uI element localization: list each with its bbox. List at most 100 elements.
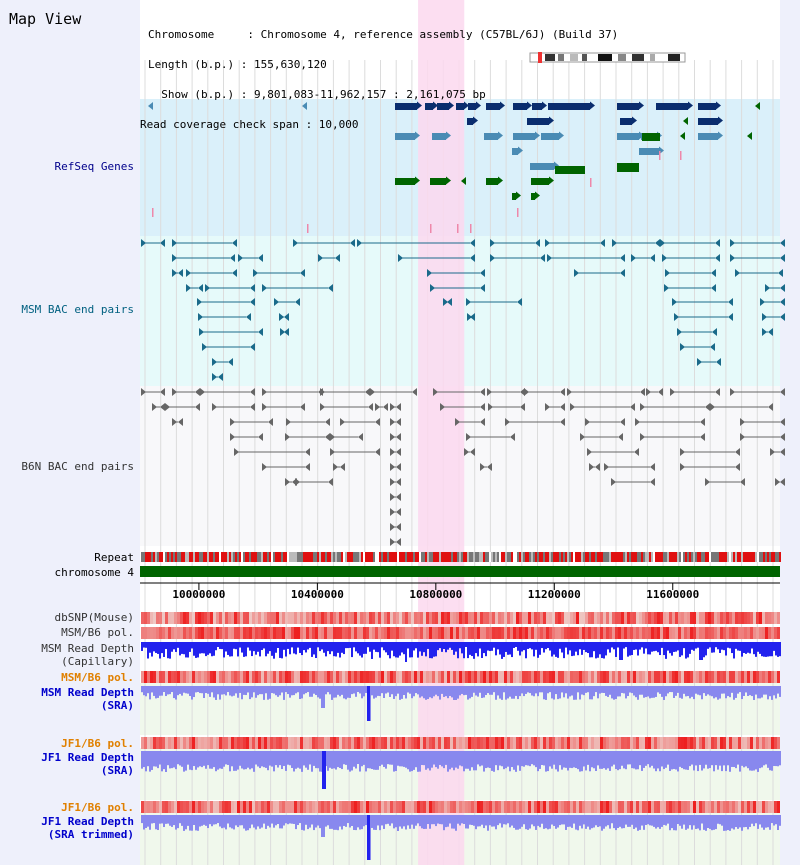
jf1-pol2-heat-cell [633,801,636,813]
msm-sra-depth-bar [335,686,337,698]
jf1-sra-depth-bar [187,751,189,765]
msm-cap-depth-bar [651,642,653,652]
msm-cap-depth-bar [249,642,251,651]
repeat-segment [163,552,165,562]
jf1-sra-depth-bar [345,751,347,765]
msm-sra-depth-bar [651,686,653,698]
dbsnp-heat-cell [624,612,627,624]
msm-pol-heat-cell [321,627,324,639]
jf1-pol-heat-cell [360,737,363,749]
repeat-segment [179,552,181,562]
repeat-segment [277,552,279,562]
repeat-segment [463,552,465,562]
msm-pol-heat-cell [552,627,555,639]
track-label-jf1-pol[interactable]: JF1/B6 pol. [61,737,134,750]
jf1-sra-depth-bar [457,751,459,769]
msm-pol-heat-cell [231,627,234,639]
track-label-jf1-depth-trim[interactable]: JF1 Read Depth [41,815,134,828]
dbsnp-heat-cell [765,612,768,624]
msm-cap-depth-bar [363,642,365,654]
msm-pol2-heat-cell [321,671,324,683]
jf1-sra-depth-bar [739,751,741,772]
msm-pol2-heat-cell [708,671,711,683]
msm-sra-depth-bar [355,686,357,697]
dbsnp-heat-cell [462,612,465,624]
msm-cap-depth-bar [237,642,239,657]
msm-pol-heat-cell [249,627,252,639]
jf1-pol2-heat-cell [441,801,444,813]
track-label-msm-bac[interactable]: MSM BAC end pairs [21,303,134,316]
track-label-repeat[interactable]: Repeat [94,551,134,564]
jf1-trim-depth-bar [547,815,549,830]
msm-pol-heat-cell [372,627,375,639]
msm-pol2-heat-cell [246,671,249,683]
msm-sra-depth-bar [599,686,601,694]
jf1-sra-depth-bar [459,751,461,766]
msm-pol-heat-cell [213,627,216,639]
jf1-pol-heat-cell [753,737,756,749]
track-label-msm-depth-cap[interactable]: MSM Read Depth [41,642,134,655]
jf1-sra-depth-bar [449,751,451,770]
dbsnp-heat-cell [198,612,201,624]
track-label-jf1-depth-sra[interactable]: JF1 Read Depth [41,751,134,764]
jf1-sra-depth-bar [235,751,237,771]
jf1-sra-depth-bar [251,751,253,769]
track-label-b6n-bac[interactable]: B6N BAC end pairs [21,460,134,473]
repeat-segment [707,552,709,562]
msm-cap-depth-bar [297,642,299,648]
jf1-sra-depth-bar [451,751,453,768]
msm-sra-depth-bar [429,686,431,698]
repeat-segment [265,552,267,562]
msm-sra-depth-bar [303,686,305,695]
msm-pol-heat-cell [261,627,264,639]
msm-pol-heat-cell [288,627,291,639]
jf1-trim-depth-bar [445,815,447,828]
arrow-right-icon [770,448,775,456]
msm-sra-depth-bar [677,686,679,693]
msm-sra-depth-bar [277,686,279,697]
msm-sra-depth-bar [455,686,457,700]
track-label-jf1-pol-2[interactable]: JF1/B6 pol. [61,801,134,814]
msm-cap-depth-bar [721,642,723,650]
jf1-trim-depth-bar [589,815,591,830]
jf1-trim-depth-bar [683,815,685,825]
msm-cap-depth-bar [191,642,193,649]
jf1-pol2-heat-cell [159,801,162,813]
dbsnp-heat-cell [453,612,456,624]
track-label-msm-pol-2[interactable]: MSM/B6 pol. [61,671,134,684]
dbsnp-heat-cell [234,612,237,624]
track-label-chromosome[interactable]: chromosome 4 [54,566,134,579]
msm-pol2-heat-cell [261,671,264,683]
jf1-trim-depth-bar [465,815,467,829]
jf1-sra-depth-bar [385,751,387,769]
jf1-pol-heat-cell [729,737,732,749]
jf1-trim-depth-bar [459,815,461,826]
jf1-pol-heat-cell [291,737,294,749]
jf1-pol-heat-cell [750,737,753,749]
jf1-pol2-heat-cell [459,801,462,813]
dbsnp-heat-cell [378,612,381,624]
dbsnp-heat-cell [618,612,621,624]
jf1-trim-depth-bar [385,815,387,825]
track-label-refseq[interactable]: RefSeq Genes [54,160,134,173]
msm-pol2-heat-cell [429,671,432,683]
repeat-segment [227,552,229,562]
jf1-pol-heat-cell [516,737,519,749]
track-label-dbsnp[interactable]: dbSNP(Mouse) [54,611,134,624]
jf1-pol-heat-cell [663,737,666,749]
track-label-msm-pol[interactable]: MSM/B6 pol. [61,626,134,639]
msm-cap-depth-bar [415,642,417,649]
repeat-segment [479,552,481,562]
msm-cap-depth-bar [551,642,553,657]
jf1-pol-heat-cell [702,737,705,749]
refseq-gene [555,166,585,174]
track-label-msm-depth-sra[interactable]: MSM Read Depth [41,686,134,699]
msm-pol-heat-cell [306,627,309,639]
msm-pol-heat-cell [330,627,333,639]
msm-cap-depth-bar [723,642,725,651]
jf1-pol-heat-cell [201,737,204,749]
repeat-segment [675,552,677,562]
jf1-pol2-heat-cell [219,801,222,813]
msm-cap-depth-bar [381,642,383,648]
